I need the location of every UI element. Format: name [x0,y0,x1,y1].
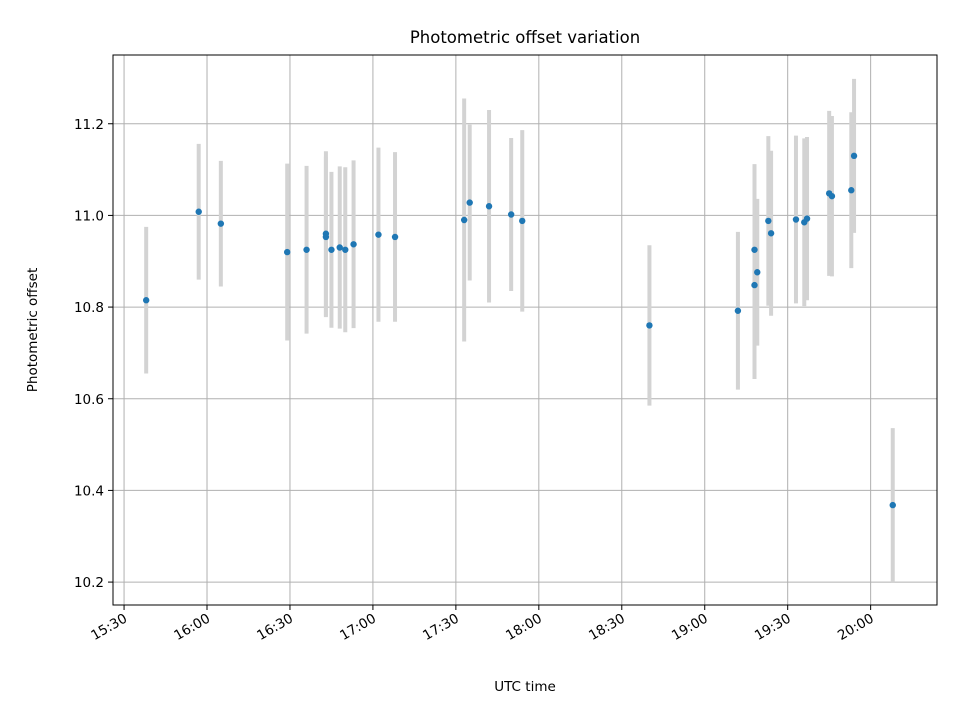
data-point [850,152,858,160]
data-point [828,192,836,200]
data-point [336,244,343,251]
data-point [303,246,310,253]
data-point [646,322,653,329]
data-point [765,217,772,225]
data-point [375,231,382,238]
y-tick-label: 11.2 [74,117,104,133]
grid [113,55,937,605]
data-point [195,208,202,215]
data-point [803,215,811,222]
data-point [754,269,761,276]
plot-frame [112,54,938,606]
y-tick-label: 10.2 [74,575,104,591]
data-point [751,246,758,253]
data-point [767,230,775,237]
data-point [848,187,855,194]
data-point [350,241,357,248]
data-point [751,281,758,289]
y-tick-label: 10.6 [74,392,104,408]
y-tick-label: 11.0 [74,208,104,224]
data-point [391,233,399,241]
data-point [889,501,896,509]
data-point [284,248,291,256]
data-point [485,203,493,210]
data-point [792,216,800,223]
data-point [460,216,468,224]
y-tick-label: 10.4 [74,483,104,499]
data-point [322,233,330,241]
data-points [142,152,896,509]
data-point [519,217,526,225]
data-point [217,220,225,227]
data-point [142,297,150,304]
data-point [507,211,515,218]
y-tick-label: 10.8 [74,300,104,316]
y-axis-ticks: 10.2 10.4 10.6 10.8 11.0 11.2 [74,117,113,591]
chart-title: Photometric offset variation [410,28,640,47]
y-axis-label: Photometric offset [25,268,41,392]
data-point [342,246,349,253]
data-point [734,307,742,314]
x-axis-label: UTC time [494,679,556,695]
data-point [328,246,335,253]
data-point [466,199,473,206]
